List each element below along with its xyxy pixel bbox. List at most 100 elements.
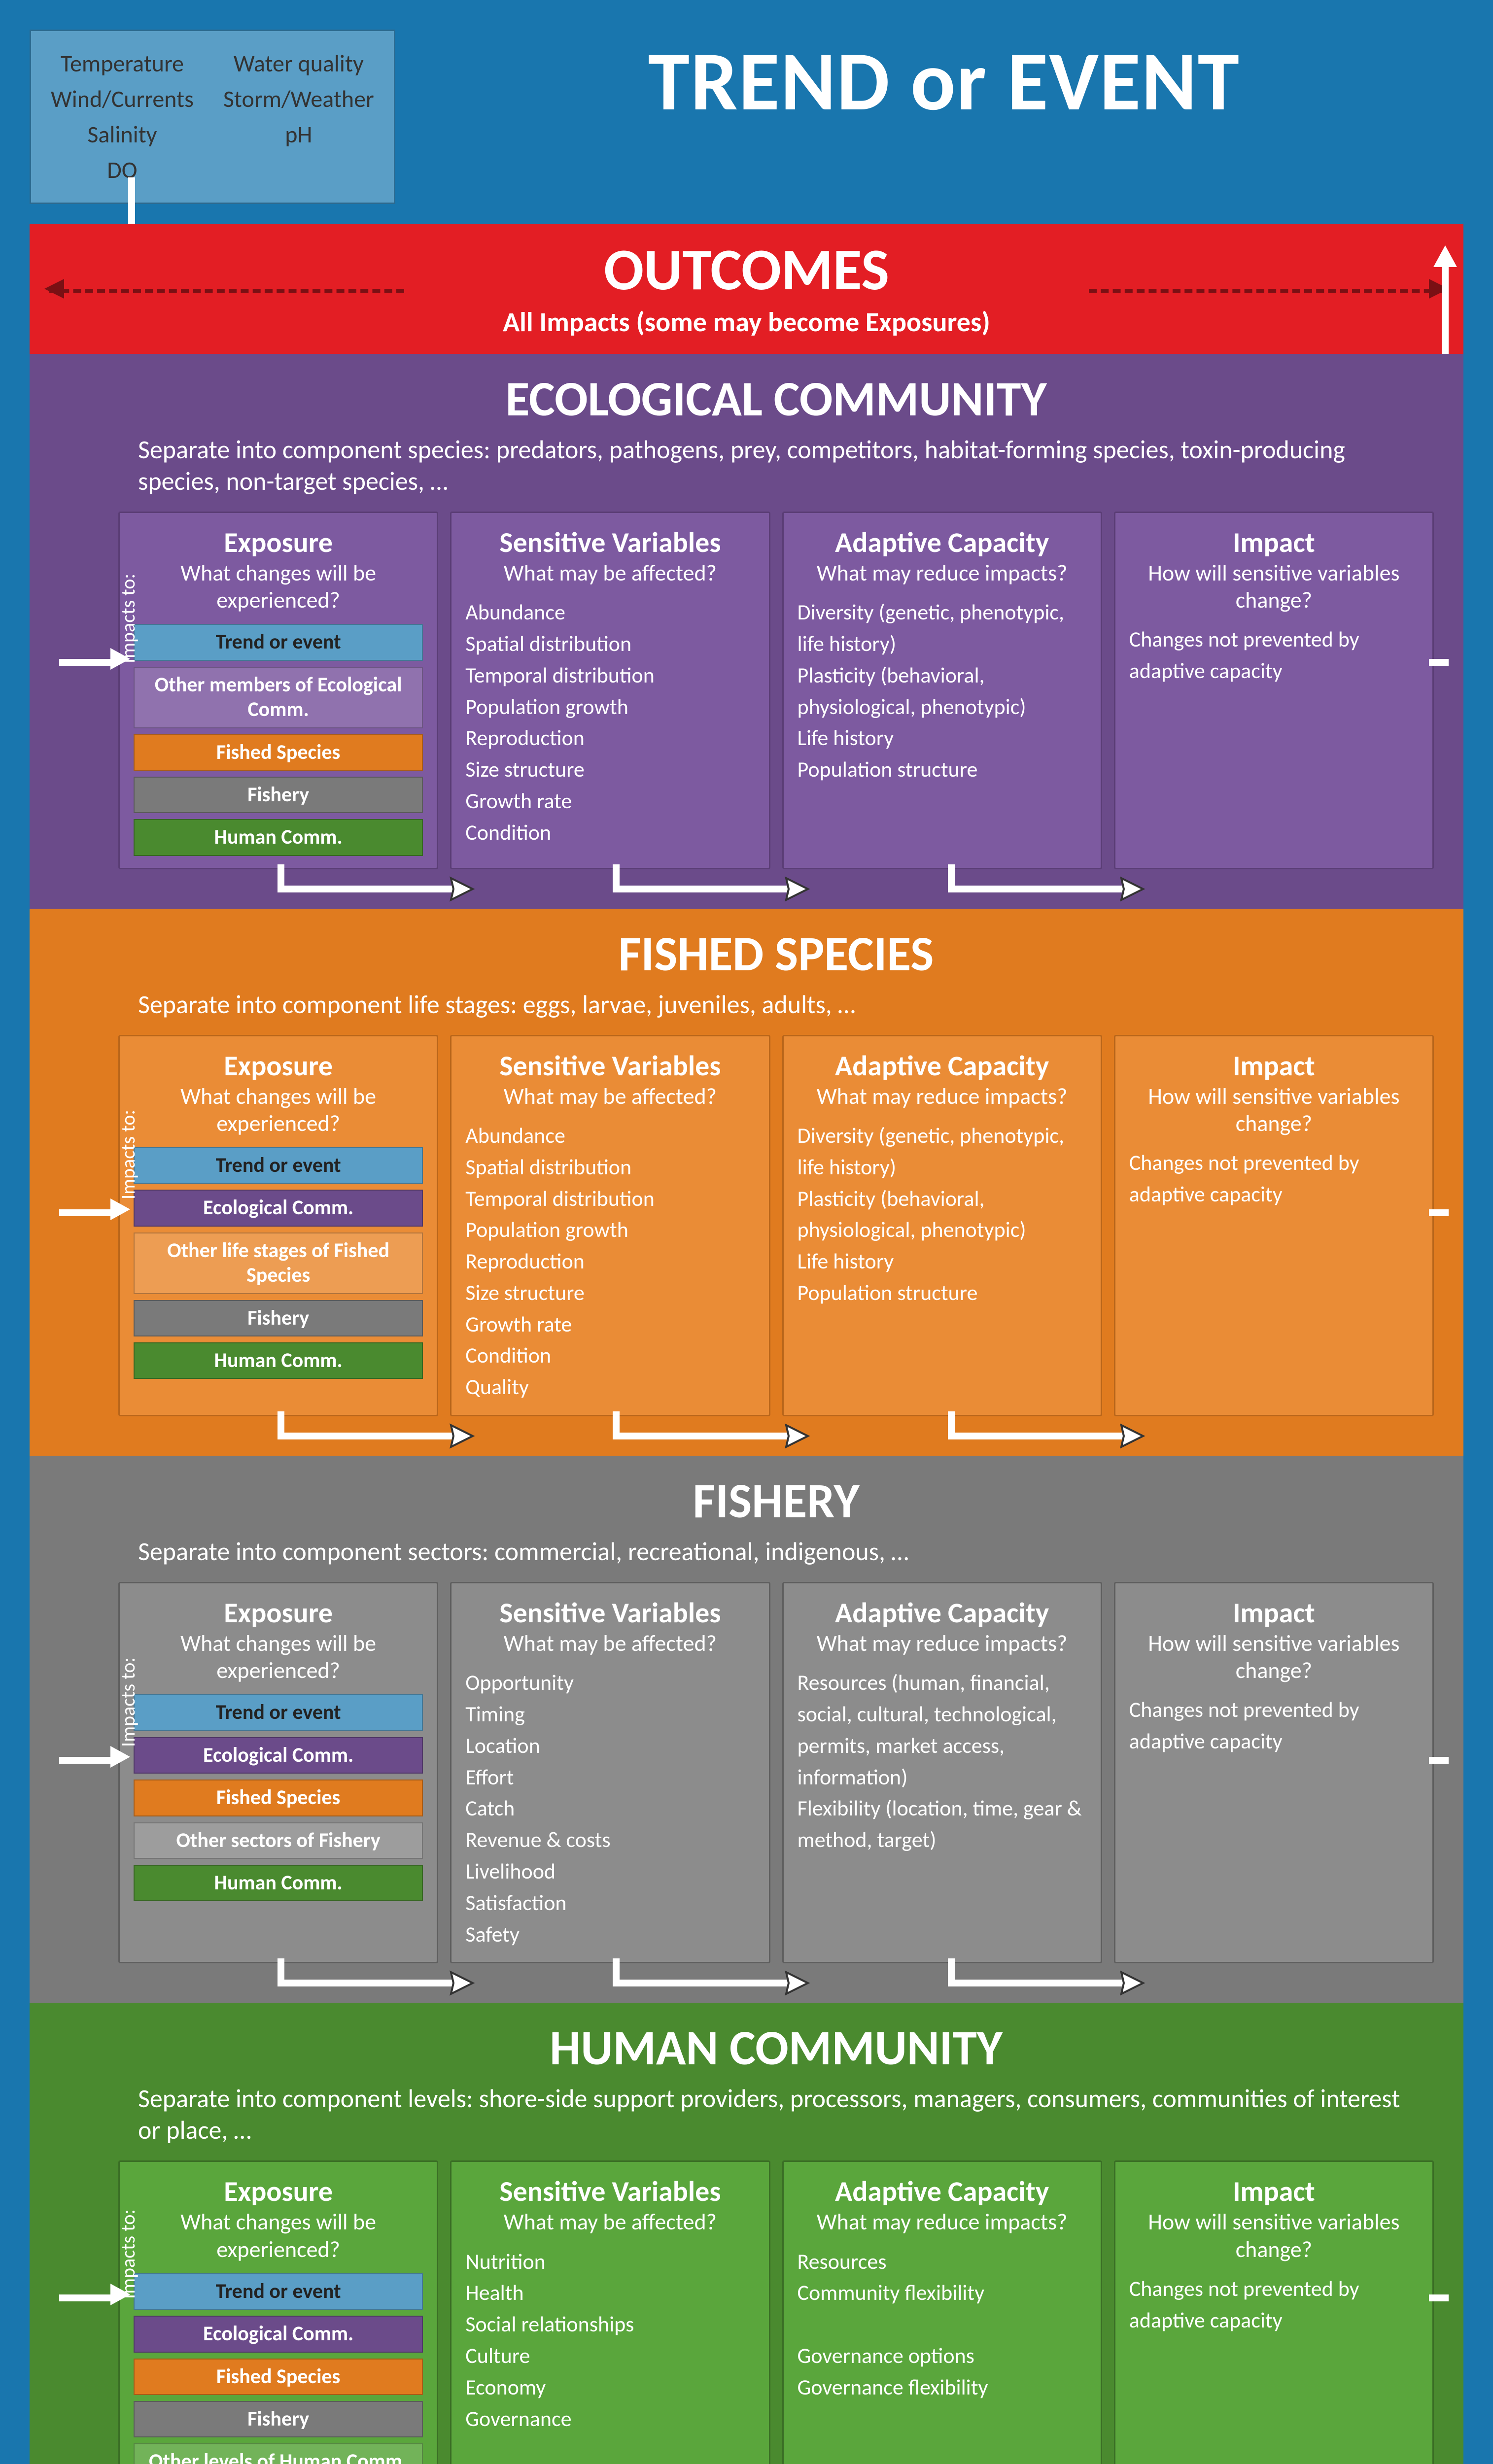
col-question: How will sensitive variables change?	[1129, 1083, 1419, 1137]
outcomes-sub: All Impacts (some may become Exposures)	[30, 306, 1463, 339]
col-items: Abundance Spatial distribution Temporal …	[465, 1120, 755, 1403]
chip-list: Trend or event Ecological Comm. Fished S…	[134, 1694, 423, 1901]
output-branch	[1429, 659, 1449, 666]
chip-fishery: Fishery	[134, 1300, 423, 1336]
columns: Impacts to: Exposure What changes will b…	[118, 1035, 1434, 1416]
chip-ecological: Ecological Comm.	[134, 1737, 423, 1774]
col-sensitive: Sensitive Variables What may be affected…	[450, 1035, 770, 1416]
outcomes-bar: OUTCOMES All Impacts (some may become Ex…	[30, 224, 1463, 354]
col-title: Sensitive Variables	[465, 1595, 755, 1630]
col-adaptive: Adaptive Capacity What may reduce impact…	[782, 2160, 1102, 2464]
output-branch	[1429, 2294, 1449, 2301]
col-title: Impact	[1129, 525, 1419, 560]
col-question: What may reduce impacts?	[798, 1630, 1087, 1657]
chip-trend: Trend or event	[134, 624, 423, 660]
chip-own: Other life stages of Fished Species	[134, 1232, 423, 1294]
col-items: Resources (human, financial, social, cul…	[798, 1667, 1087, 1856]
col-exposure: Impacts to: Exposure What changes will b…	[118, 1582, 438, 1963]
section-title: FISHED SPECIES	[118, 924, 1434, 984]
col-question: What may reduce impacts?	[798, 560, 1087, 587]
col-exposure: Impacts to: Exposure What changes will b…	[118, 512, 438, 869]
sections-wrap: ECOLOGICAL COMMUNITY Separate into compo…	[30, 354, 1463, 2464]
col-title: Sensitive Variables	[465, 525, 755, 560]
columns: Impacts to: Exposure What changes will b…	[118, 2160, 1434, 2464]
section-fished-species: FISHED SPECIES Separate into component l…	[30, 909, 1463, 1456]
section-fishery: FISHERY Separate into component sectors:…	[30, 1456, 1463, 2003]
col-title: Adaptive Capacity	[798, 525, 1087, 560]
chip-own: Other levels of Human Comm.	[134, 2443, 423, 2464]
chip-fished-species: Fished Species	[134, 1780, 423, 1816]
arrow-right-icon	[110, 1746, 130, 1768]
chip-list: Trend or event Ecological Comm. Fished S…	[134, 2273, 423, 2464]
col-title: Exposure	[134, 2174, 423, 2209]
col-items: Changes not prevented by adaptive capaci…	[1129, 624, 1419, 687]
dashed-arrow-left-icon	[44, 279, 64, 299]
chip-trend: Trend or event	[134, 2273, 423, 2310]
section-subtitle: Separate into component species: predato…	[118, 434, 1434, 497]
col-items: Changes not prevented by adaptive capaci…	[1129, 1147, 1419, 1210]
main-title: TREND or EVENT	[425, 30, 1463, 132]
env-item: Temperature	[51, 46, 194, 81]
col-question: How will sensitive variables change?	[1129, 2209, 1419, 2263]
col-question: How will sensitive variables change?	[1129, 560, 1419, 614]
col-title: Exposure	[134, 1595, 423, 1630]
arrow-right-icon	[110, 2284, 130, 2305]
col-exposure: Impacts to: Exposure What changes will b…	[118, 1035, 438, 1416]
col-question: What may be affected?	[465, 560, 755, 587]
col-question: What may reduce impacts?	[798, 2209, 1087, 2236]
col-items: Diversity (genetic, phenotypic, life his…	[798, 1120, 1087, 1309]
col-title: Adaptive Capacity	[798, 2174, 1087, 2209]
chip-trend: Trend or event	[134, 1147, 423, 1184]
flow-arrows-icon	[118, 1411, 1449, 1456]
col-items: Changes not prevented by adaptive capaci…	[1129, 1694, 1419, 1757]
chip-list: Trend or event Ecological Comm. Other li…	[134, 1147, 423, 1379]
col-title: Adaptive Capacity	[798, 1048, 1087, 1083]
env-item: Wind/Currents	[51, 81, 194, 117]
col-title: Impact	[1129, 1048, 1419, 1083]
col-question: What changes will be experienced?	[134, 2209, 423, 2263]
col-title: Impact	[1129, 1595, 1419, 1630]
section-title: ECOLOGICAL COMMUNITY	[118, 369, 1434, 429]
columns: Impacts to: Exposure What changes will b…	[118, 1582, 1434, 1963]
arrow-right-icon	[110, 1198, 130, 1220]
col-question: What may be affected?	[465, 1630, 755, 1657]
section-human-community: HUMAN COMMUNITY Separate into component …	[30, 2003, 1463, 2464]
chip-trend: Trend or event	[134, 1694, 423, 1731]
col-exposure: Impacts to: Exposure What changes will b…	[118, 2160, 438, 2464]
impacts-to-label: Impacts to:	[116, 1110, 140, 1199]
chip-list: Trend or event Other members of Ecologic…	[134, 624, 423, 856]
chip-own: Other members of Ecological Comm.	[134, 667, 423, 728]
col-title: Exposure	[134, 525, 423, 560]
chip-fished-species: Fished Species	[134, 734, 423, 771]
col-impact: Impact How will sensitive variables chan…	[1114, 1582, 1434, 1963]
section-subtitle: Separate into component life stages: egg…	[118, 989, 1434, 1020]
columns: Impacts to: Exposure What changes will b…	[118, 512, 1434, 869]
col-adaptive: Adaptive Capacity What may reduce impact…	[782, 1582, 1102, 1963]
output-branch	[1429, 1209, 1449, 1216]
chip-human-comm: Human Comm.	[134, 1342, 423, 1379]
outcomes-heading: OUTCOMES	[30, 234, 1463, 306]
col-sensitive: Sensitive Variables What may be affected…	[450, 512, 770, 869]
input-branch	[59, 1209, 113, 1216]
col-question: What may be affected?	[465, 2209, 755, 2236]
output-branch	[1429, 1757, 1449, 1764]
chip-fishery: Fishery	[134, 2401, 423, 2437]
arrow-right-icon	[110, 648, 130, 670]
col-impact: Impact How will sensitive variables chan…	[1114, 512, 1434, 869]
env-item: pH	[223, 117, 374, 152]
arrow-stem	[128, 177, 135, 227]
col-question: How will sensitive variables change?	[1129, 1630, 1419, 1684]
env-item: Storm/Weather	[223, 81, 374, 117]
col-title: Exposure	[134, 1048, 423, 1083]
section-title: HUMAN COMMUNITY	[118, 2018, 1434, 2078]
col-question: What changes will be experienced?	[134, 560, 423, 614]
flow-arrows-icon	[118, 864, 1449, 909]
col-question: What changes will be experienced?	[134, 1630, 423, 1684]
chip-human-comm: Human Comm.	[134, 1865, 423, 1901]
col-title: Impact	[1129, 2174, 1419, 2209]
chip-ecological: Ecological Comm.	[134, 1190, 423, 1226]
env-item: Salinity	[51, 117, 194, 152]
input-branch	[59, 659, 113, 666]
diagram-frame: Temperature Wind/Currents Salinity DO Wa…	[0, 0, 1493, 2464]
chip-human-comm: Human Comm.	[134, 819, 423, 856]
